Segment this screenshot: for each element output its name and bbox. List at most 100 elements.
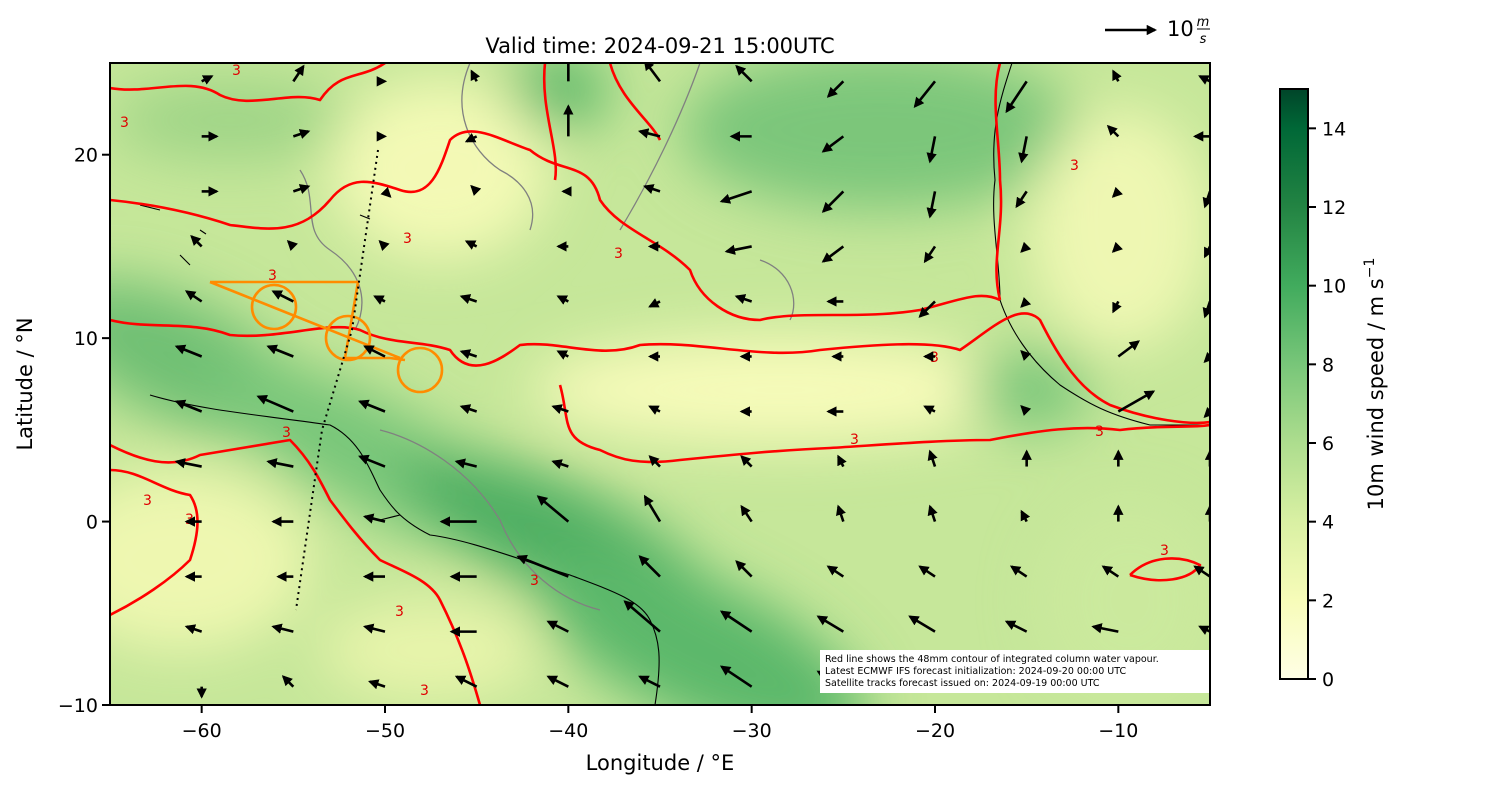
wind-arrow [1198,625,1210,636]
wind-arrow [643,63,662,83]
x-tick-label: −50 [365,720,405,742]
quiver-key-unit-numerator: m [1197,15,1210,30]
y-tick-label: −10 [58,695,98,717]
contour [110,63,1001,322]
contour-label: 3 [185,512,194,528]
wind-arrow [1009,565,1028,578]
contour [558,384,1210,464]
wind-arrow [719,190,753,204]
wind-arrow [536,495,570,523]
wind-arrow [927,449,938,467]
wind-arrow [292,64,305,83]
wind-arrow [816,615,845,633]
wind-arrow [190,234,203,248]
contour-label: 3 [1095,424,1104,440]
colorbar-tick-label: 10 [1322,276,1346,298]
annotation-box [820,650,1210,693]
contour-label: 3 [282,425,291,441]
wind-arrow [638,675,661,688]
wind-arrow [464,240,478,250]
wind-arrow [719,665,753,688]
wind-arrow [470,184,482,196]
colorbar-tick-label: 2 [1322,590,1334,612]
contour-label: 3 [395,604,404,620]
wind-arrow [184,624,203,635]
wind-arrow [454,458,477,469]
satellite-track [209,280,444,394]
wind-arrow [292,129,311,139]
colorbar-label: 10m wind speed / m s−1 [1362,258,1388,511]
wind-arrow [266,344,294,358]
ground-track [295,149,379,611]
contour-label: 3 [1070,158,1079,174]
wind-arrow [638,555,661,578]
wind-arrow [927,504,938,522]
wind-arrow [266,458,294,469]
axes: −60 −50 −40 −30 −20 −10 −10 0 10 20 [58,145,1138,742]
wind-arrow [1020,350,1032,362]
wind-arrow [546,620,569,633]
wind-arrow [719,610,753,633]
quiver-key: 10 m s [1105,15,1210,47]
y-tick-label: 20 [74,145,98,167]
wind-arrow [740,504,753,523]
contour [110,312,1210,425]
x-tick-label: −40 [548,720,588,742]
wind-arrow [648,298,661,308]
wind-speed-field: 3 3 3 3 3 3 3 3 3 3 3 3 3 3 3 3 Red line… [110,63,1210,705]
wind-arrow [826,80,845,98]
island [139,204,401,521]
wind-arrow [1020,241,1032,253]
wind-arrow [378,239,390,251]
wind-arrow [734,294,753,305]
wind-arrow [923,405,936,415]
colorbar [1279,88,1309,680]
wind-arrow [1111,186,1123,198]
wind-arrow [724,244,752,255]
wind-arrow [836,504,846,522]
wind-arrow [908,615,936,633]
wind-arrow [637,128,661,139]
wind-arrow [1198,75,1210,85]
colorbar-tick-label: 0 [1322,669,1334,691]
wind-arrow [1004,620,1028,633]
contour-label: 3 [268,268,277,284]
annotation-line: Red line shows the 48mm contour of integ… [825,654,1159,665]
wind-arrow [918,300,936,318]
colorbar-tick-label: 14 [1322,118,1346,140]
coastline [149,394,660,705]
contour-label: 3 [530,573,539,589]
annotation-line: Satellite tracks forecast issued on: 202… [825,678,1100,689]
wind-arrow [380,186,392,198]
colorbar-tick-label: 12 [1322,197,1346,219]
y-tick-label: 0 [86,512,98,534]
wind-arrow [1020,509,1031,523]
wind-arrow [1091,623,1119,634]
wind-arrow [256,395,294,413]
x-tick-label: −30 [732,720,772,742]
colorbar-tick-label: 8 [1322,354,1334,376]
wind-arrow [362,623,386,634]
annotation-line: Latest ECMWF IFS forecast initialization… [825,666,1126,677]
wind-arrow [368,679,386,690]
wind-arrow [459,404,478,415]
wind-arrow [464,132,478,143]
wind-arrow [546,675,569,688]
wind-arrow [184,290,203,303]
wind-arrow [648,455,661,468]
wind-arrow [918,565,936,578]
wind-arrow [1101,565,1120,578]
wind-arrow [358,454,386,468]
contour-label: 3 [930,350,939,366]
x-tick-label: −20 [915,720,955,742]
wind-arrow [926,136,937,164]
wind-arrow [735,64,753,83]
wind-arrow [1106,124,1120,138]
contour-label: 3 [143,493,152,509]
colorbar-tick-label: 4 [1322,512,1334,534]
wind-arrow [470,69,481,82]
quiver-key-value: 10 [1167,17,1194,41]
wind-arrow [926,191,937,219]
colorbar-label-superscript: −1 [1362,258,1378,279]
wind-arrow [292,184,311,194]
